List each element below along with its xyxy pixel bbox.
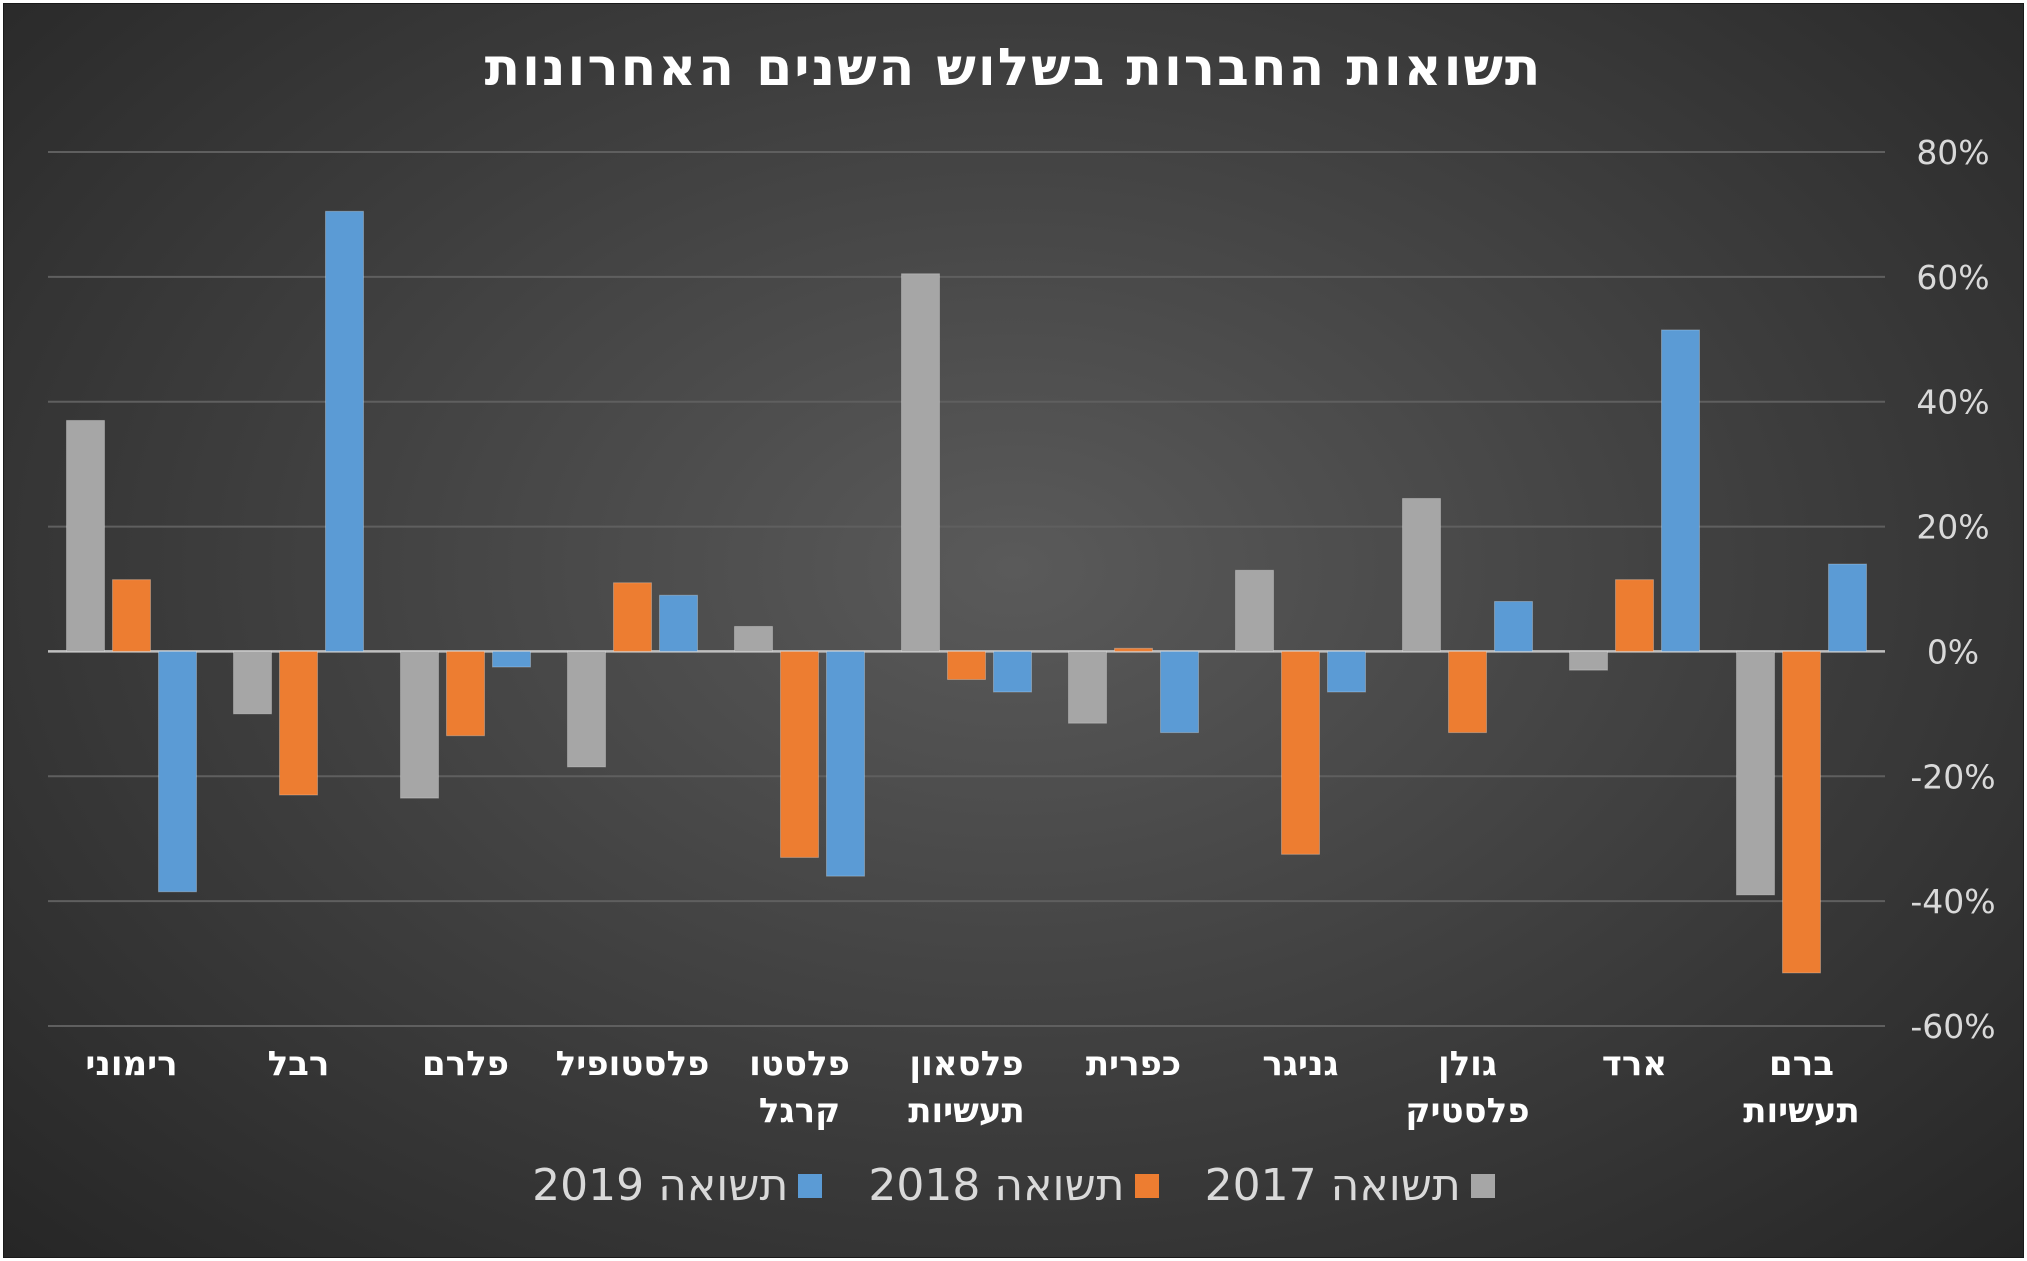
bar (1402, 497, 1441, 652)
category-label: פלסטופיל (556, 1044, 710, 1084)
bar (1327, 650, 1366, 693)
category-label: פלרם (422, 1044, 509, 1084)
bar (446, 650, 485, 737)
bar (1828, 563, 1867, 652)
bar (734, 625, 773, 652)
bar (1068, 650, 1107, 724)
y-tick-label: -60% (1910, 1007, 1995, 1046)
bar (826, 650, 865, 877)
category-label: פלסטיק (1405, 1091, 1529, 1131)
y-tick-label: 0% (1927, 632, 1979, 671)
bar (1782, 650, 1821, 974)
bar (947, 650, 986, 681)
category-label: רימוני (85, 1044, 177, 1084)
legend-item: תשואה 2019 (532, 1160, 823, 1211)
category-label: גולן (1438, 1044, 1497, 1084)
bar (1569, 650, 1608, 671)
bar (1615, 579, 1654, 652)
bar (112, 579, 151, 652)
bar (233, 650, 272, 715)
category-label: כפרית (1086, 1044, 1181, 1084)
category-label: תעשיות (908, 1091, 1025, 1131)
legend-label: תשואה 2017 (1204, 1160, 1461, 1211)
bar (400, 650, 439, 799)
y-tick-label: 60% (1916, 258, 1989, 297)
bar (1736, 650, 1775, 896)
category-label: פלסטו (749, 1044, 850, 1084)
y-tick-label: 40% (1916, 383, 1989, 422)
bar (613, 582, 652, 652)
legend-item: תשואה 2018 (868, 1160, 1159, 1211)
legend-item: תשואה 2017 (1205, 1160, 1495, 1211)
legend-swatch (1134, 1173, 1159, 1198)
y-tick-label: 20% (1916, 508, 1989, 547)
bar (66, 419, 105, 652)
legend-swatch (1470, 1173, 1495, 1198)
legend-label: תשואה 2019 (532, 1160, 789, 1211)
bar (325, 210, 364, 652)
bar (158, 650, 197, 893)
bar (780, 650, 819, 858)
legend-label: תשואה 2018 (868, 1160, 1125, 1211)
bar (1661, 329, 1700, 652)
bar (1281, 650, 1320, 855)
bar (1494, 600, 1533, 652)
y-tick-label: -20% (1910, 757, 1995, 796)
category-label: תעשיות (1743, 1091, 1860, 1131)
bar (492, 650, 531, 668)
bar (1235, 569, 1274, 652)
bar (659, 594, 698, 652)
y-tick-label: -40% (1910, 882, 1995, 921)
category-label: פלסאון (909, 1044, 1023, 1084)
bar (1114, 647, 1153, 652)
bar (1160, 650, 1199, 734)
bar (567, 650, 606, 768)
category-label: ארד (1602, 1044, 1667, 1084)
category-label: רבל (268, 1044, 330, 1084)
bar (1448, 650, 1487, 734)
chart-title: תשואות החברות בשלוש השנים האחרונות (484, 38, 1543, 98)
category-label: גניגר (1262, 1044, 1338, 1084)
legend: תשואה 2017 תשואה 2018 תשואה 2019 (0, 1160, 2027, 1211)
bar (993, 650, 1032, 693)
category-label: ברם (1769, 1044, 1834, 1084)
y-tick-label: 80% (1916, 133, 1989, 172)
bar (901, 273, 940, 652)
bar (279, 650, 318, 796)
legend-swatch (798, 1173, 823, 1198)
category-label: קרגל (759, 1091, 840, 1131)
